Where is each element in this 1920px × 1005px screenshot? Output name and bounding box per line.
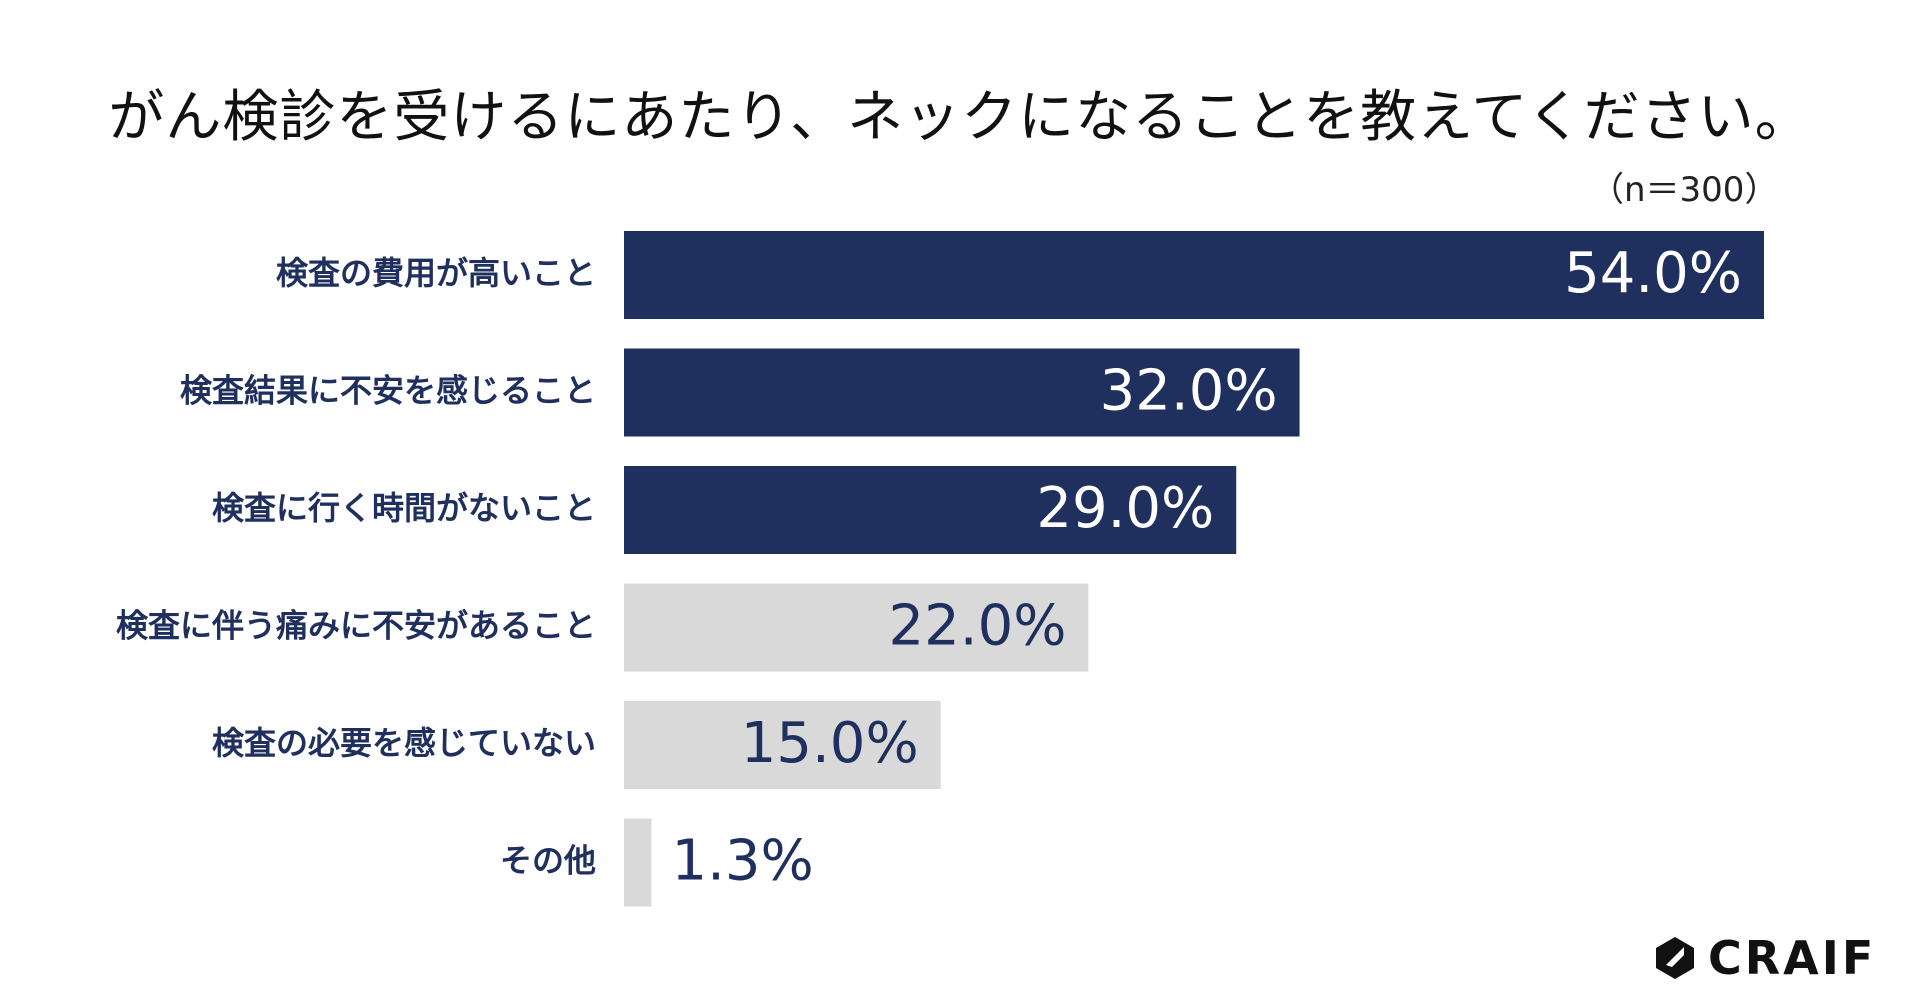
category-label: 検査に行く時間がないこと — [212, 489, 596, 527]
bar — [624, 701, 941, 789]
craif-logo-icon — [1656, 937, 1694, 979]
data-label: 1.3% — [671, 829, 813, 894]
category-label: 検査の必要を感じていない — [212, 724, 596, 762]
category-label: 検査に伴う痛みに不安があること — [116, 607, 596, 645]
bar — [624, 231, 1764, 319]
craif-logo: CRAIF — [1652, 935, 1876, 981]
bar — [624, 348, 1300, 437]
chart-title: がん検診を受けるにあたり、ネックになることを教えてください。 — [108, 85, 1812, 150]
sample-size-note: （n＝300） — [1590, 170, 1779, 210]
data-label: 29.0% — [1036, 476, 1214, 541]
data-label: 15.0% — [741, 711, 919, 776]
data-label: 32.0% — [1100, 359, 1278, 424]
category-label: 検査の費用が高いこと — [276, 254, 596, 292]
bar — [624, 466, 1237, 554]
category-label: その他 — [500, 842, 596, 880]
data-label: 54.0% — [1564, 241, 1742, 306]
bar — [624, 818, 652, 907]
category-label: 検査結果に不安を感じること — [180, 372, 596, 410]
data-label: 22.0% — [889, 594, 1067, 659]
bar — [624, 583, 1089, 672]
craif-logo-text: CRAIF — [1708, 931, 1877, 985]
